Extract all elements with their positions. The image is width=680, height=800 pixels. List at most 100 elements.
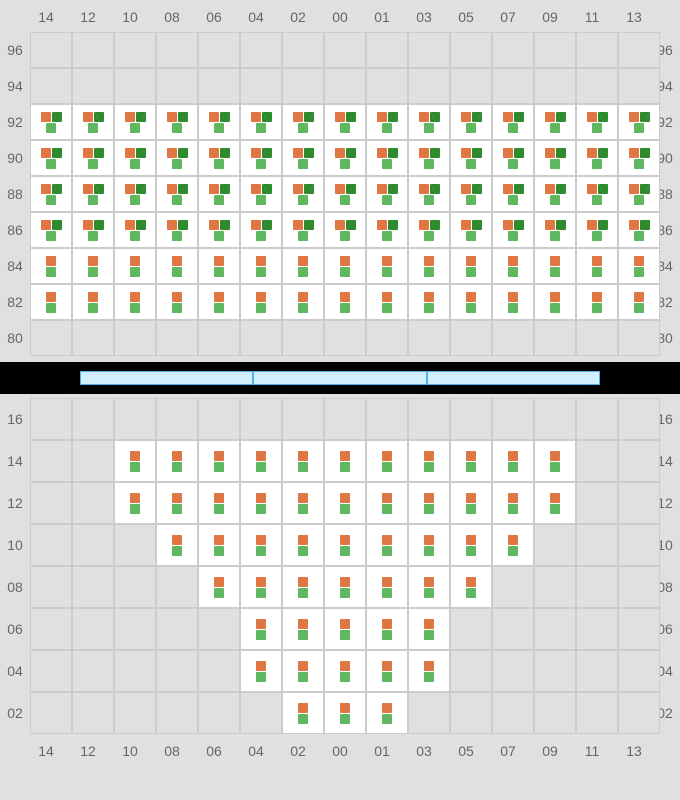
rack-cell[interactable]: [534, 248, 576, 284]
rack-cell[interactable]: [576, 32, 618, 68]
rack-cell[interactable]: [408, 140, 450, 176]
rack-cell[interactable]: [450, 524, 492, 566]
rack-cell[interactable]: [72, 104, 114, 140]
rack-cell[interactable]: [156, 212, 198, 248]
rack-cell[interactable]: [576, 104, 618, 140]
rack-cell[interactable]: [492, 140, 534, 176]
rack-cell[interactable]: [30, 284, 72, 320]
rack-cell[interactable]: [282, 284, 324, 320]
rack-cell[interactable]: [534, 482, 576, 524]
rack-cell[interactable]: [240, 320, 282, 356]
rack-cell[interactable]: [198, 32, 240, 68]
rack-cell[interactable]: [324, 692, 366, 734]
rack-cell[interactable]: [324, 320, 366, 356]
rack-cell[interactable]: [366, 608, 408, 650]
rack-cell[interactable]: [114, 650, 156, 692]
rack-cell[interactable]: [30, 566, 72, 608]
rack-cell[interactable]: [408, 524, 450, 566]
rack-cell[interactable]: [534, 440, 576, 482]
rack-cell[interactable]: [114, 398, 156, 440]
rack-cell[interactable]: [492, 32, 534, 68]
rack-cell[interactable]: [534, 524, 576, 566]
rack-cell[interactable]: [282, 608, 324, 650]
rack-cell[interactable]: [156, 482, 198, 524]
rack-cell[interactable]: [114, 104, 156, 140]
rack-cell[interactable]: [618, 482, 660, 524]
rack-cell[interactable]: [450, 176, 492, 212]
rack-cell[interactable]: [198, 608, 240, 650]
rack-cell[interactable]: [114, 566, 156, 608]
rack-cell[interactable]: [534, 650, 576, 692]
rack-cell[interactable]: [30, 176, 72, 212]
rack-cell[interactable]: [198, 398, 240, 440]
rack-cell[interactable]: [492, 566, 534, 608]
rack-cell[interactable]: [72, 140, 114, 176]
rack-cell[interactable]: [114, 248, 156, 284]
rack-cell[interactable]: [408, 104, 450, 140]
rack-cell[interactable]: [450, 320, 492, 356]
rack-cell[interactable]: [450, 68, 492, 104]
rack-cell[interactable]: [156, 176, 198, 212]
rack-cell[interactable]: [618, 284, 660, 320]
rack-cell[interactable]: [156, 524, 198, 566]
rack-cell[interactable]: [576, 284, 618, 320]
rack-cell[interactable]: [282, 104, 324, 140]
rack-cell[interactable]: [72, 398, 114, 440]
rack-cell[interactable]: [408, 284, 450, 320]
rack-cell[interactable]: [618, 140, 660, 176]
rack-cell[interactable]: [492, 398, 534, 440]
rack-cell[interactable]: [198, 284, 240, 320]
rack-cell[interactable]: [618, 176, 660, 212]
rack-cell[interactable]: [240, 284, 282, 320]
rack-cell[interactable]: [492, 608, 534, 650]
rack-cell[interactable]: [198, 176, 240, 212]
rack-cell[interactable]: [240, 692, 282, 734]
rack-cell[interactable]: [282, 566, 324, 608]
rack-cell[interactable]: [282, 482, 324, 524]
rack-cell[interactable]: [30, 140, 72, 176]
rack-cell[interactable]: [408, 692, 450, 734]
rack-cell[interactable]: [492, 524, 534, 566]
rack-cell[interactable]: [156, 320, 198, 356]
rack-cell[interactable]: [282, 140, 324, 176]
rack-cell[interactable]: [198, 104, 240, 140]
rack-cell[interactable]: [72, 650, 114, 692]
rack-cell[interactable]: [324, 650, 366, 692]
rack-cell[interactable]: [576, 212, 618, 248]
rack-cell[interactable]: [72, 176, 114, 212]
rack-cell[interactable]: [534, 32, 576, 68]
rack-cell[interactable]: [198, 692, 240, 734]
rack-cell[interactable]: [366, 320, 408, 356]
rack-cell[interactable]: [366, 176, 408, 212]
rack-cell[interactable]: [576, 608, 618, 650]
rack-cell[interactable]: [576, 566, 618, 608]
rack-cell[interactable]: [324, 482, 366, 524]
rack-cell[interactable]: [30, 650, 72, 692]
rack-cell[interactable]: [366, 692, 408, 734]
rack-cell[interactable]: [198, 524, 240, 566]
rack-cell[interactable]: [618, 320, 660, 356]
rack-cell[interactable]: [450, 566, 492, 608]
rack-cell[interactable]: [30, 524, 72, 566]
rack-cell[interactable]: [30, 212, 72, 248]
rack-cell[interactable]: [450, 248, 492, 284]
rack-cell[interactable]: [492, 692, 534, 734]
rack-cell[interactable]: [408, 440, 450, 482]
rack-cell[interactable]: [366, 440, 408, 482]
rack-cell[interactable]: [534, 68, 576, 104]
rack-cell[interactable]: [114, 482, 156, 524]
rack-cell[interactable]: [576, 320, 618, 356]
rack-cell[interactable]: [408, 68, 450, 104]
rack-cell[interactable]: [450, 482, 492, 524]
rack-cell[interactable]: [198, 248, 240, 284]
rack-cell[interactable]: [618, 398, 660, 440]
rack-cell[interactable]: [408, 608, 450, 650]
rack-cell[interactable]: [618, 566, 660, 608]
rack-cell[interactable]: [534, 320, 576, 356]
rack-cell[interactable]: [282, 212, 324, 248]
rack-cell[interactable]: [576, 140, 618, 176]
rack-cell[interactable]: [72, 440, 114, 482]
rack-cell[interactable]: [240, 68, 282, 104]
rack-cell[interactable]: [324, 398, 366, 440]
rack-cell[interactable]: [534, 104, 576, 140]
